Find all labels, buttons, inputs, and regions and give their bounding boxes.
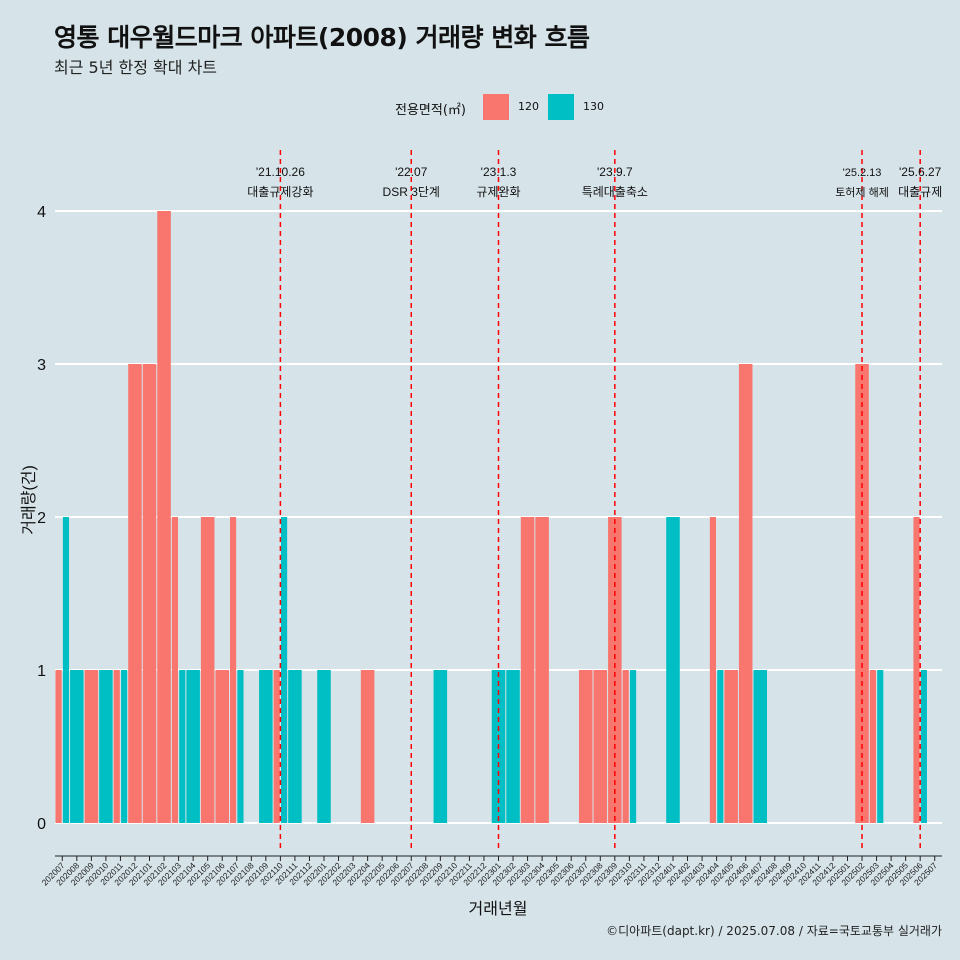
bar-120 — [128, 364, 142, 823]
annotation-date: '25.2.13 — [843, 167, 882, 179]
annotation-date: '23.9.7 — [597, 165, 633, 179]
bar-120 — [273, 670, 280, 823]
bar-130 — [121, 670, 128, 823]
annotation-label: DSR 3단계 — [383, 185, 440, 199]
bar-130 — [259, 670, 273, 823]
bar-130 — [506, 670, 520, 823]
legend-key-120 — [483, 94, 509, 120]
annotation-date: '22.07 — [395, 165, 428, 179]
bar-120 — [608, 517, 622, 823]
bar-120 — [869, 670, 876, 823]
bar-120 — [622, 670, 629, 823]
x-axis-title: 거래년월 — [469, 900, 528, 918]
annotation-label: 특례대출축소 — [582, 185, 648, 199]
chart-title: 영통 대우월드마크 아파트(2008) 거래량 변화 흐름 — [54, 23, 590, 52]
bar-120 — [709, 517, 717, 823]
bar-130 — [70, 670, 84, 823]
annotation-label: 대출규제강화 — [247, 185, 313, 199]
legend-key-130 — [548, 94, 574, 120]
annotation-date: '23.1.3 — [481, 165, 517, 179]
bar-130 — [877, 670, 884, 823]
bar-120 — [520, 517, 535, 823]
y-tick-label: 2 — [37, 510, 46, 527]
annotation-label: 토허제 해제 — [835, 185, 889, 199]
bar-120 — [360, 670, 375, 823]
y-tick-label: 4 — [37, 204, 46, 221]
legend-label-120: 120 — [518, 100, 539, 113]
bar-120 — [157, 211, 171, 823]
bar-130 — [753, 670, 768, 823]
bar-120 — [738, 364, 753, 823]
y-tick-label: 3 — [37, 357, 46, 374]
bar-120 — [913, 517, 920, 823]
bar-120 — [171, 517, 178, 823]
bar-130 — [237, 670, 244, 823]
bar-120 — [229, 517, 237, 823]
bar-130 — [62, 517, 70, 823]
bar-130 — [433, 670, 448, 823]
bar-120 — [200, 517, 215, 823]
y-tick-label: 1 — [37, 663, 46, 680]
bar-120 — [55, 670, 62, 823]
bar-130 — [717, 670, 724, 823]
source-caption: ©디아파트(dapt.kr) / 2025.07.08 / 자료=국토교통부 실… — [606, 924, 942, 938]
bar-120 — [142, 364, 157, 823]
annotation-date: '21.10.26 — [256, 165, 305, 179]
bar-130 — [288, 670, 302, 823]
bar-120 — [215, 670, 229, 823]
bar-130 — [920, 670, 927, 823]
bar-120 — [535, 517, 549, 823]
annotation-label: 대출규제 — [898, 185, 942, 199]
chart-subtitle: 최근 5년 한정 확대 차트 — [54, 58, 218, 77]
bar-120 — [113, 670, 120, 823]
bar-130 — [629, 670, 637, 823]
bar-120 — [84, 670, 99, 823]
legend: 전용면적(㎡) 120 130 — [0, 92, 960, 122]
annotation-label: 규제완화 — [476, 185, 520, 199]
bar-120 — [578, 670, 593, 823]
bar-130 — [179, 670, 186, 823]
bar-130 — [280, 517, 288, 823]
bar-130 — [186, 670, 200, 823]
y-axis-title: 거래량(건) — [20, 465, 38, 535]
y-tick-label: 0 — [37, 816, 46, 833]
legend-title: 전용면적(㎡) — [395, 103, 466, 118]
bar-120 — [724, 670, 738, 823]
annotation-date: '25.6.27 — [899, 165, 942, 179]
legend-label-130: 130 — [583, 100, 604, 113]
bar-130 — [666, 517, 680, 823]
bar-130 — [317, 670, 331, 823]
bar-130 — [99, 670, 113, 823]
bar-120 — [593, 670, 608, 823]
